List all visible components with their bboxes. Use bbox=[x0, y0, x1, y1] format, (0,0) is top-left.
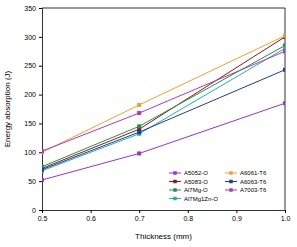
tick-mark bbox=[236, 210, 237, 213]
tick-label: 50 bbox=[28, 178, 36, 185]
legend-item: Al7Mg1Zn-O bbox=[169, 196, 218, 202]
legend-label: A7003-T6 bbox=[240, 187, 267, 193]
tick-label: 0.8 bbox=[183, 215, 193, 222]
axis-line bbox=[43, 211, 286, 214]
tick-mark bbox=[39, 152, 42, 153]
tick: 250 bbox=[24, 62, 42, 69]
tick-label: 350 bbox=[24, 5, 36, 12]
legend-label: A6063-T6 bbox=[240, 179, 267, 185]
line bbox=[42, 48, 285, 170]
legend-marker bbox=[229, 188, 233, 192]
marker bbox=[283, 101, 285, 105]
legend-label: A5052-O bbox=[184, 170, 208, 176]
tick-mark bbox=[39, 123, 42, 124]
marker bbox=[137, 124, 141, 128]
tick: 50 bbox=[28, 178, 42, 185]
legend-item: Al7Mg-O bbox=[169, 187, 208, 193]
line bbox=[42, 51, 285, 151]
tick-mark bbox=[139, 210, 140, 213]
tick: 0.9 bbox=[232, 210, 242, 222]
line bbox=[42, 103, 285, 180]
line bbox=[42, 37, 285, 169]
marker bbox=[137, 151, 141, 155]
line bbox=[42, 46, 285, 167]
marker bbox=[283, 49, 285, 53]
tick-label: 100 bbox=[24, 149, 36, 156]
tick-mark bbox=[39, 66, 42, 67]
tick-mark bbox=[188, 210, 189, 213]
tick-label: 0.5 bbox=[38, 215, 48, 222]
legend-marker bbox=[173, 188, 177, 192]
legend-item: A5083-O bbox=[169, 179, 208, 185]
tick-label: 0.7 bbox=[135, 215, 145, 222]
tick-mark bbox=[285, 210, 286, 213]
tick: 100 bbox=[24, 149, 42, 156]
line bbox=[42, 36, 285, 153]
x-axis-title: Thickness (mm) bbox=[135, 232, 192, 241]
tick-mark bbox=[39, 37, 42, 38]
chart: 0.5 0.6 0.7 0.8 0.9 1.0 0 50 100 150 200 250 300 350 A… bbox=[0, 0, 297, 247]
legend-label: Al7Mg1Zn-O bbox=[184, 196, 218, 202]
tick-mark bbox=[39, 8, 42, 9]
tick-label: 0 bbox=[32, 207, 36, 214]
legend: A5052-O A5083-O Al7Mg-O Al7Mg1Zn-O A6061-T6 A… bbox=[169, 170, 267, 202]
legend-label: Al7Mg-O bbox=[184, 187, 208, 193]
x-axis: 0.5 0.6 0.7 0.8 0.9 1.0 bbox=[38, 210, 291, 222]
tick-label: 250 bbox=[24, 62, 36, 69]
tick-label: 1.0 bbox=[281, 215, 291, 222]
series bbox=[42, 34, 285, 155]
tick: 0.7 bbox=[135, 210, 145, 222]
marker bbox=[42, 149, 44, 153]
marker bbox=[137, 130, 141, 134]
marker bbox=[283, 68, 285, 72]
legend-item: A6061-T6 bbox=[225, 170, 267, 176]
marker bbox=[42, 168, 44, 172]
marker bbox=[137, 103, 141, 107]
legend-item: A7003-T6 bbox=[225, 187, 267, 193]
marker bbox=[42, 178, 44, 182]
legend-marker bbox=[173, 171, 177, 175]
tick-mark bbox=[39, 95, 42, 96]
marker bbox=[283, 34, 285, 38]
legend-marker bbox=[173, 197, 177, 201]
marker bbox=[137, 111, 141, 115]
y-axis: 0 50 100 150 200 250 300 350 bbox=[24, 5, 42, 214]
tick-mark bbox=[91, 210, 92, 213]
tick: 0.5 bbox=[38, 210, 48, 222]
tick-mark bbox=[39, 210, 42, 211]
series-group bbox=[42, 34, 285, 182]
line bbox=[42, 70, 285, 170]
tick-label: 150 bbox=[24, 120, 36, 127]
series bbox=[42, 44, 285, 169]
series bbox=[42, 35, 285, 171]
legend-item: A5052-O bbox=[169, 170, 208, 176]
legend-marker bbox=[229, 180, 233, 184]
tick-mark bbox=[39, 181, 42, 182]
legend-marker bbox=[229, 171, 233, 175]
tick: 0 bbox=[32, 207, 42, 214]
frame bbox=[42, 8, 285, 9]
tick: 1.0 bbox=[281, 210, 291, 222]
axis-line bbox=[39, 9, 43, 211]
tick: 200 bbox=[24, 91, 42, 98]
tick-label: 0.9 bbox=[232, 215, 242, 222]
plot: 0.5 0.6 0.7 0.8 0.9 1.0 0 50 100 150 200 250 300 350 A… bbox=[24, 5, 290, 222]
series bbox=[42, 68, 285, 172]
tick-label: 200 bbox=[24, 91, 36, 98]
series bbox=[42, 46, 285, 172]
legend-marker bbox=[173, 180, 177, 184]
tick-label: 300 bbox=[24, 34, 36, 41]
tick: 150 bbox=[24, 120, 42, 127]
legend-label: A6061-T6 bbox=[240, 170, 267, 176]
legend-item: A6063-T6 bbox=[225, 179, 267, 185]
tick: 0.6 bbox=[86, 210, 96, 222]
y-axis-title: Energy absorption (J) bbox=[3, 70, 12, 147]
tick: 300 bbox=[24, 34, 42, 41]
legend-label: A5083-O bbox=[184, 179, 208, 185]
tick-label: 0.6 bbox=[86, 215, 96, 222]
series bbox=[42, 49, 285, 153]
tick: 350 bbox=[24, 5, 42, 12]
tick: 0.8 bbox=[183, 210, 193, 222]
